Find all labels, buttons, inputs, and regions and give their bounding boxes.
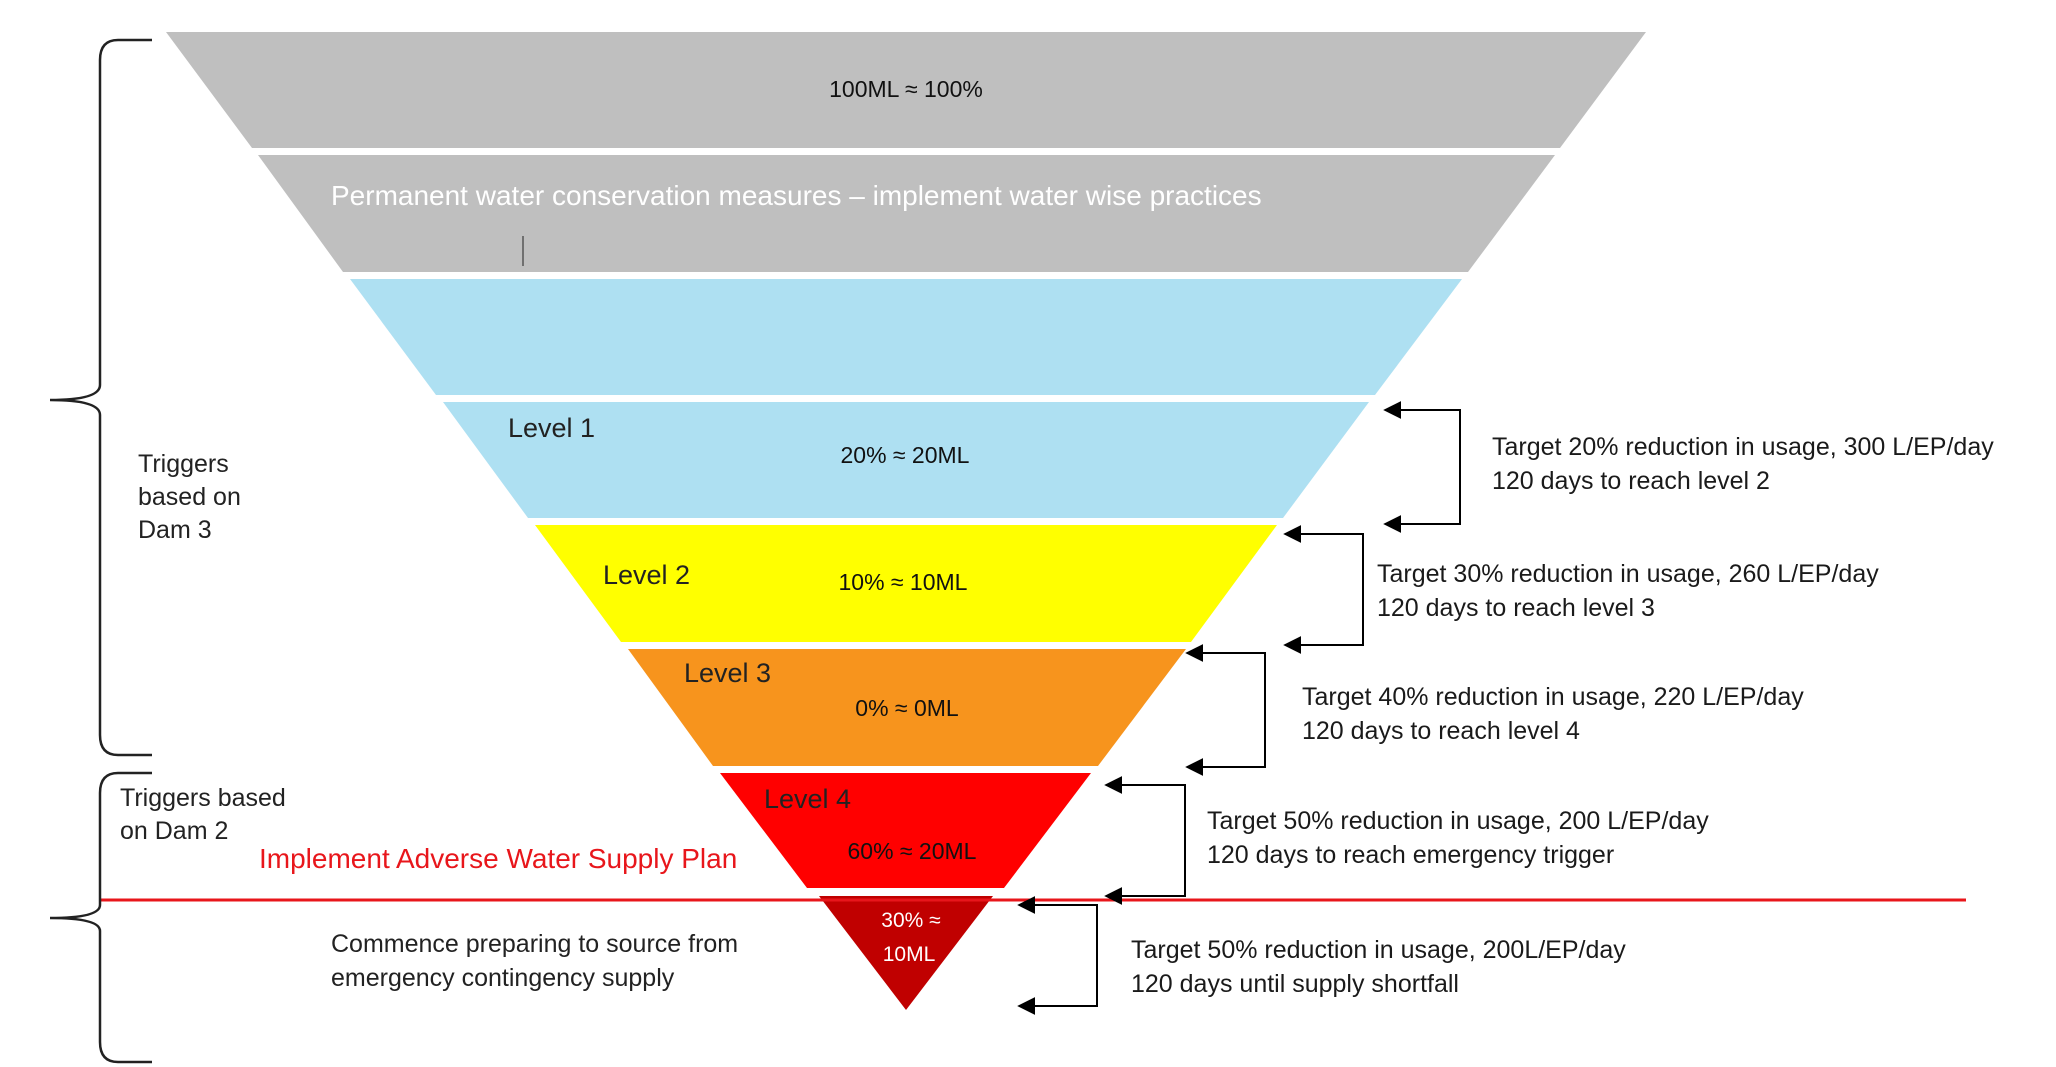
emergency-value-line2: 10ML — [883, 943, 936, 966]
connector-level3 — [1185, 644, 1266, 776]
level2-label: Level 2 — [603, 560, 690, 590]
target-level2-line2: 120 days to reach level 3 — [1377, 594, 1655, 622]
target-level3-line2: 120 days to reach level 4 — [1302, 717, 1580, 745]
level1-value: 20% ≈ 20ML — [841, 442, 970, 468]
band-blue-upper — [350, 279, 1462, 395]
target-level1-line1: Target 20% reduction in usage, 300 L/EP/… — [1492, 433, 1994, 461]
target-level1-line2: 120 days to reach level 2 — [1492, 467, 1770, 495]
dam3-trigger-line2: based on — [138, 483, 241, 511]
level1-label: Level 1 — [508, 413, 595, 443]
target-level4-line2: 120 days to reach emergency trigger — [1207, 841, 1614, 869]
level3-label: Level 3 — [684, 658, 771, 688]
band-level3 — [628, 649, 1186, 766]
target-level2-line1: Target 30% reduction in usage, 260 L/EP/… — [1377, 560, 1879, 588]
dam2-trigger-line2: on Dam 2 — [120, 817, 228, 845]
level3-value: 0% ≈ 0ML — [855, 695, 959, 721]
band-top — [166, 32, 1646, 148]
brace-dam2 — [49, 771, 152, 1064]
target-level4-line1: Target 50% reduction in usage, 200 L/EP/… — [1207, 807, 1709, 835]
permanent-measures-heading: Permanent water conservation measures – … — [331, 180, 1262, 211]
connector-level2 — [1283, 525, 1364, 654]
target-emergency-line2: 120 days until supply shortfall — [1131, 970, 1459, 998]
level4-label: Level 4 — [764, 784, 851, 814]
adverse-supply-plan-label: Implement Adverse Water Supply Plan — [259, 843, 737, 874]
connector-level4 — [1104, 776, 1186, 905]
brace-dam3 — [49, 38, 152, 757]
target-emergency-line1: Target 50% reduction in usage, 200L/EP/d… — [1131, 936, 1626, 964]
band-level1 — [443, 402, 1369, 518]
level2-value: 10% ≈ 10ML — [839, 569, 968, 595]
band-emergency — [819, 896, 993, 1010]
dam3-trigger-line1: Triggers — [138, 450, 229, 478]
contingency-line1: Commence preparing to source from — [331, 930, 738, 958]
emergency-value-line1: 30% ≈ — [881, 909, 940, 932]
connector-emergency — [1017, 896, 1098, 1015]
contingency-line2: emergency contingency supply — [331, 964, 675, 992]
band-level2 — [535, 525, 1277, 642]
dam3-trigger-line3: Dam 3 — [138, 516, 212, 544]
band-level4 — [720, 773, 1091, 888]
connector-level1 — [1383, 401, 1461, 533]
band-permanent — [258, 155, 1555, 272]
target-level3-line1: Target 40% reduction in usage, 220 L/EP/… — [1302, 683, 1804, 711]
top-band-value: 100ML ≈ 100% — [829, 76, 983, 102]
dam2-trigger-line1: Triggers based — [120, 784, 286, 812]
level4-value: 60% ≈ 20ML — [848, 838, 977, 864]
